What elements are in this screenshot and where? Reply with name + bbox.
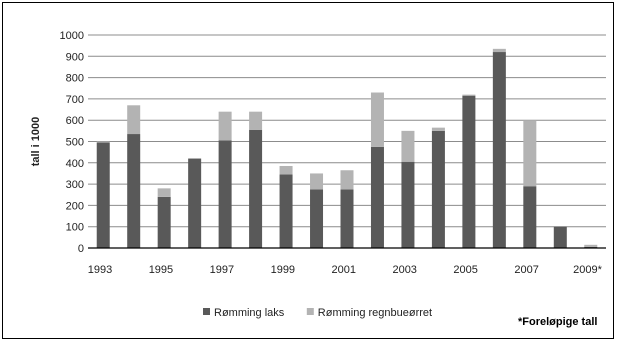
x-tick-label: 1995 <box>149 264 173 276</box>
y-tick-label: 900 <box>66 51 84 63</box>
x-tick-label: 1999 <box>271 264 295 276</box>
bar-regnbueorret-2004 <box>431 127 445 131</box>
bar-laks-2001 <box>340 189 354 248</box>
y-tick-label: 100 <box>66 222 84 234</box>
y-tick-label: 600 <box>66 115 84 127</box>
x-tick-label: 1997 <box>210 264 234 276</box>
y-tick-label: 800 <box>66 73 84 85</box>
y-tick-label: 400 <box>66 158 84 170</box>
y-tick-label: 700 <box>66 94 84 106</box>
bar-regnbueorret-2003 <box>401 130 415 162</box>
y-tick-label: 500 <box>66 137 84 149</box>
bar-regnbueorret-2002 <box>370 92 384 147</box>
bar-laks-1993 <box>96 142 110 248</box>
x-tick-labels: 1993 1995 1997 1999 2001 2003 2005 2007 2009* <box>88 264 603 276</box>
chart-frame: 0 100 200 300 400 500 600 700 800 900 1000 1993 199… <box>2 2 614 339</box>
bar-laks-1999 <box>279 174 293 248</box>
y-tick-labels: 0 100 200 300 400 500 600 700 800 900 1000 <box>60 30 84 255</box>
x-tick-label: 1993 <box>88 264 112 276</box>
bar-laks-2006 <box>492 52 506 248</box>
bar-regnbueorret-1995 <box>157 188 171 197</box>
bar-laks-2008 <box>553 226 567 248</box>
bar-laks-1995 <box>157 196 171 248</box>
bars <box>96 48 598 248</box>
legend-swatch <box>203 308 210 315</box>
bar-regnbueorret-1999 <box>279 165 293 175</box>
bar-regnbueorret-2007 <box>523 120 537 187</box>
bar-laks-1994 <box>127 134 141 248</box>
bar-regnbueorret-1997 <box>218 111 232 141</box>
gridlines <box>88 34 606 228</box>
y-tick-label: 0 <box>78 243 84 255</box>
bar-laks-2004 <box>431 130 445 248</box>
y-axis-label: tall i 1000 <box>30 117 42 167</box>
bar-laks-2002 <box>370 146 384 248</box>
bar-laks-2007 <box>523 186 537 248</box>
legend-label: Rømming regnbueørret <box>318 307 432 319</box>
legend: Rømming laks Rømming regnbueørret <box>203 307 432 319</box>
x-tick-label: 2005 <box>453 264 477 276</box>
bar-regnbueorret-2006 <box>492 48 506 53</box>
y-tick-label: 200 <box>66 200 84 212</box>
footnote: *Foreløpige tall <box>518 316 598 328</box>
bar-regnbueorret-2000 <box>310 173 324 190</box>
legend-label: Rømming laks <box>214 307 285 319</box>
y-tick-label: 300 <box>66 179 84 191</box>
bar-regnbueorret-1994 <box>127 105 141 135</box>
x-tick-label: 2009* <box>573 264 602 276</box>
bar-laks-2000 <box>310 189 324 248</box>
bar-laks-1997 <box>218 140 232 248</box>
bar-laks-2003 <box>401 161 415 248</box>
bar-regnbueorret-2005 <box>462 94 476 96</box>
bar-laks-2005 <box>462 95 476 248</box>
bar-laks-1998 <box>249 129 263 248</box>
bar-regnbueorret-1998 <box>249 111 263 130</box>
legend-swatch <box>306 308 314 315</box>
bar-regnbueorret-2009 <box>584 244 598 247</box>
bar-regnbueorret-2001 <box>340 170 354 190</box>
bar-regnbueorret-1993 <box>96 141 110 143</box>
x-tick-label: 2001 <box>332 264 356 276</box>
y-tick-label: 1000 <box>60 30 84 42</box>
x-tick-label: 2003 <box>392 264 416 276</box>
x-tick-label: 2007 <box>514 264 538 276</box>
bar-laks-1996 <box>188 158 202 248</box>
